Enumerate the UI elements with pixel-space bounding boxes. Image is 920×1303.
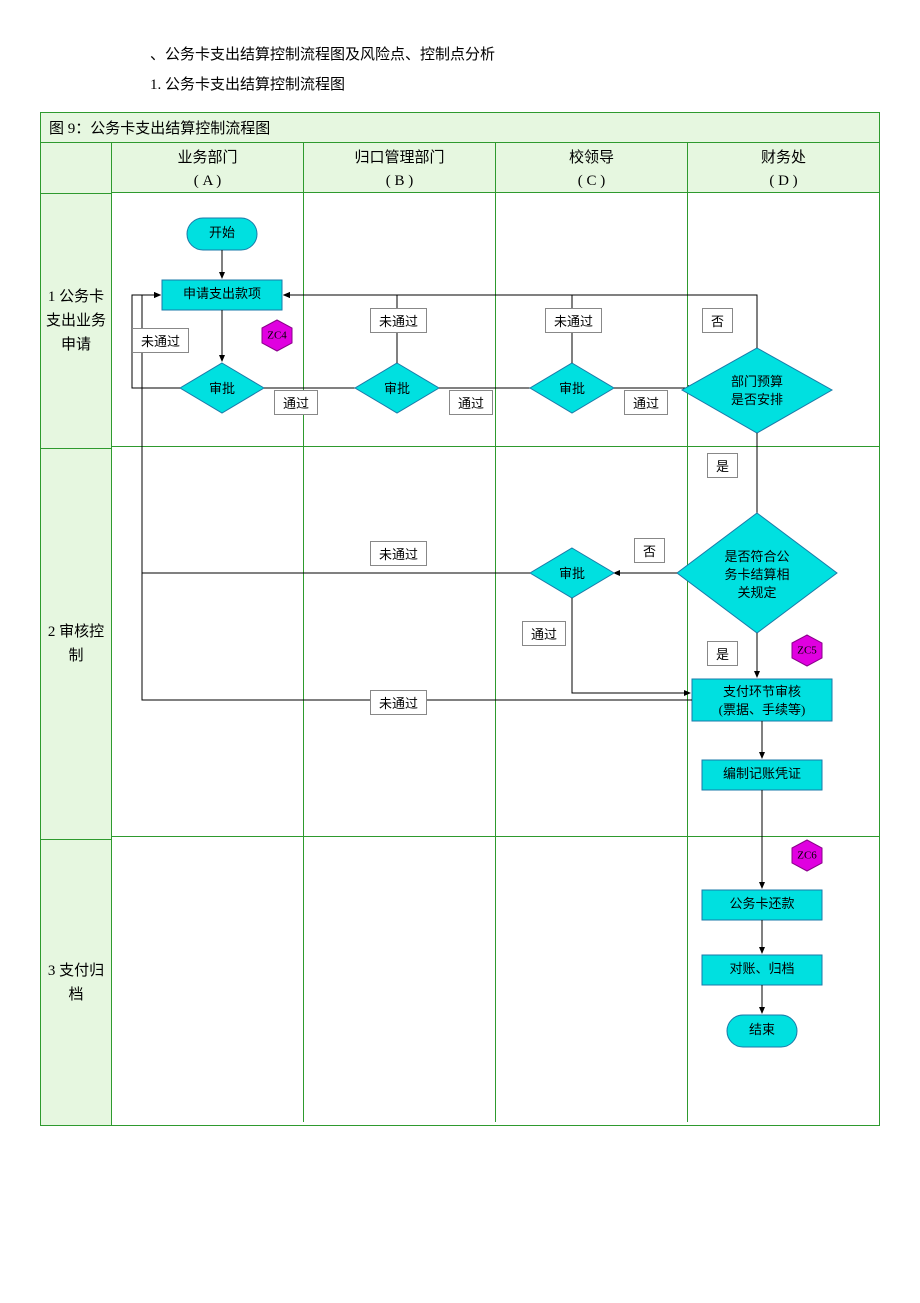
svg-text:部门预算: 部门预算 — [731, 374, 783, 389]
label-no-rule: 否 — [634, 538, 665, 563]
label-no-d: 否 — [702, 308, 733, 333]
svg-text:开始: 开始 — [209, 225, 235, 240]
svg-text:公务卡还款: 公务卡还款 — [729, 896, 794, 911]
title-line-1: 、公务卡支出结算控制流程图及风险点、控制点分析 — [150, 40, 880, 70]
col-header-a: 业务部门( A ) — [112, 143, 303, 193]
label-yes-d: 是 — [707, 453, 738, 478]
svg-text:审批: 审批 — [384, 381, 410, 396]
label-pass-a: 通过 — [274, 390, 318, 415]
svg-text:审批: 审批 — [559, 381, 585, 396]
chart-title: 图 9：公务卡支出结算控制流程图 — [41, 113, 879, 143]
svg-text:审批: 审批 — [209, 381, 235, 396]
svg-text:ZC6: ZC6 — [797, 850, 817, 862]
label-pass-c2: 通过 — [522, 621, 566, 646]
label-fail-c2: 未通过 — [370, 541, 427, 566]
row-label-3: 3 支付归档 — [41, 840, 111, 1125]
svg-text:务卡结算相: 务卡结算相 — [724, 567, 789, 582]
col-header-b: 归口管理部门( B ) — [303, 143, 495, 193]
svg-text:是否符合公: 是否符合公 — [724, 549, 789, 564]
label-fail-b: 未通过 — [370, 308, 427, 333]
svg-text:对账、归档: 对账、归档 — [729, 961, 794, 976]
row-label-1: 1 公务卡支出业务申请 — [41, 194, 111, 449]
svg-text:ZC4: ZC4 — [267, 330, 287, 342]
col-header-c: 校领导( C ) — [495, 143, 687, 193]
label-yes-rule: 是 — [707, 641, 738, 666]
title-line-2: 1. 公务卡支出结算控制流程图 — [150, 70, 880, 100]
row-label-2: 2 审核控制 — [41, 449, 111, 840]
label-fail-a: 未通过 — [132, 328, 189, 353]
svg-text:支付环节审核: 支付环节审核 — [723, 684, 801, 699]
svg-text:申请支出款项: 申请支出款项 — [183, 286, 261, 301]
label-pass-c: 通过 — [624, 390, 668, 415]
svg-text:关规定: 关规定 — [737, 585, 776, 600]
svg-text:是否安排: 是否安排 — [731, 392, 783, 407]
label-fail-pay: 未通过 — [370, 690, 427, 715]
svg-text:审批: 审批 — [559, 566, 585, 581]
svg-text:ZC5: ZC5 — [797, 645, 817, 657]
svg-text:结束: 结束 — [749, 1022, 775, 1037]
flowchart-svg: 开始 申请支出款项 ZC4 审批 — [112, 193, 872, 1122]
svg-text:(票据、手续等): (票据、手续等) — [719, 702, 806, 717]
flowchart-container: 图 9：公务卡支出结算控制流程图 1 公务卡支出业务申请 2 审核控制 3 支付… — [40, 112, 880, 1126]
col-header-d: 财务处( D ) — [687, 143, 879, 193]
budget-diamond — [682, 348, 832, 433]
label-pass-b: 通过 — [449, 390, 493, 415]
svg-text:编制记账凭证: 编制记账凭证 — [723, 766, 801, 781]
label-fail-c: 未通过 — [545, 308, 602, 333]
